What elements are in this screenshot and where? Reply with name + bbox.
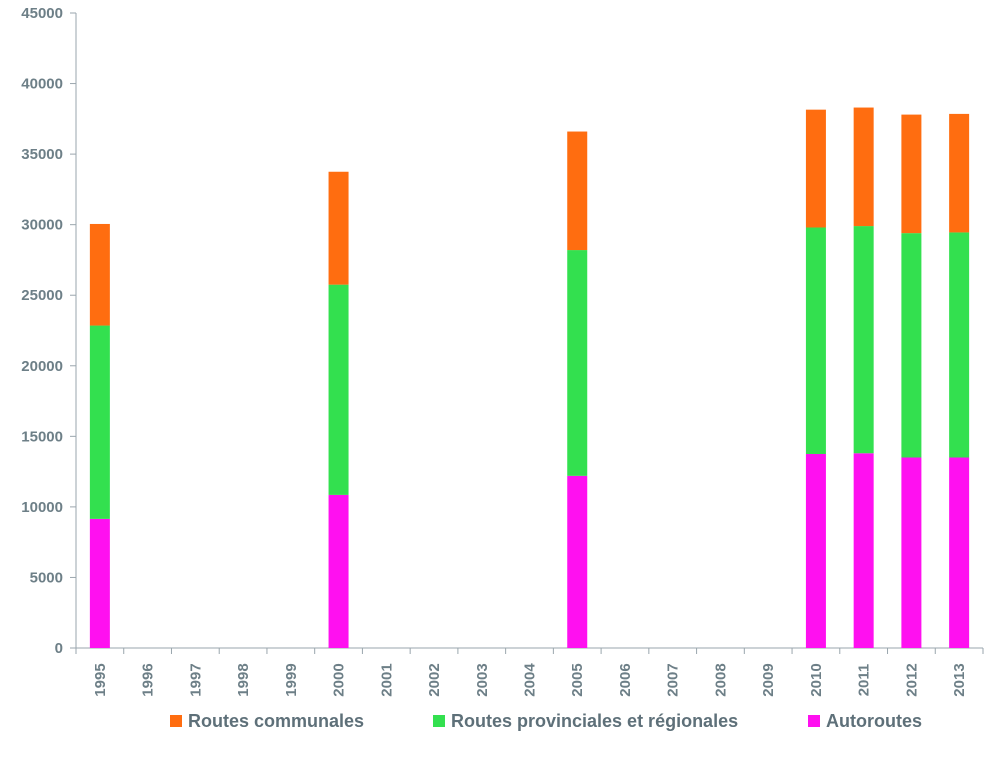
y-tick-label: 25000: [21, 287, 63, 304]
x-tick-label: 2011: [856, 664, 873, 697]
bar-segment-autoroutes-1995: [89, 518, 110, 648]
x-tick-label: 2005: [569, 663, 586, 696]
legend: Routes communales Routes provinciales et …: [170, 711, 922, 731]
x-tick-label: 2001: [378, 663, 395, 696]
y-tick-label: 30000: [21, 217, 63, 234]
legend-swatch: [808, 715, 820, 727]
x-tick-label: 2010: [808, 663, 825, 696]
x-axis: 1995 1996 1997 1998 1999 2000 2001 2002 2003 2004…: [75, 647, 984, 697]
bar-segment-routes-provinciales-et-r-gionales-2005: [567, 250, 588, 476]
bar-segment-routes-communales-2012: [901, 114, 922, 234]
x-tick-label: 2002: [426, 663, 443, 696]
x-tick-label: 2008: [712, 663, 729, 696]
bar-segment-routes-provinciales-et-r-gionales-2011: [853, 226, 874, 454]
x-tick-label: 1996: [140, 663, 157, 696]
y-tick-label: 5000: [30, 569, 63, 586]
bar-segment-autoroutes-2000: [328, 494, 349, 648]
bar-segment-routes-provinciales-et-r-gionales-1995: [89, 325, 110, 519]
bar-segment-routes-provinciales-et-r-gionales-2013: [949, 232, 970, 458]
bar-segment-routes-provinciales-et-r-gionales-2012: [901, 233, 922, 458]
bar-segment-routes-provinciales-et-r-gionales-2010: [805, 227, 826, 454]
bar-segment-routes-communales-2005: [567, 131, 588, 251]
y-tick-label: 0: [55, 640, 63, 657]
y-tick-label: 35000: [21, 146, 63, 163]
bar-segment-routes-communales-1995: [89, 223, 110, 326]
legend-swatch: [433, 715, 445, 727]
x-tick-label: 1997: [187, 663, 204, 696]
legend-swatch: [170, 715, 182, 727]
y-tick-label: 45000: [21, 5, 63, 22]
x-tick-label: 2000: [331, 663, 348, 696]
legend-label: Routes provinciales et régionales: [451, 711, 738, 731]
bar-segment-routes-communales-2013: [949, 113, 970, 233]
bar-segment-autoroutes-2010: [805, 453, 826, 648]
y-tick-label: 40000: [21, 76, 63, 93]
x-tick-label: 2004: [522, 663, 539, 697]
bar-segment-routes-provinciales-et-r-gionales-2000: [328, 284, 349, 495]
y-tick-label: 20000: [21, 358, 63, 375]
bar-segment-routes-communales-2000: [328, 171, 349, 285]
bar-segment-autoroutes-2011: [853, 453, 874, 648]
x-tick-label: 2007: [665, 663, 682, 696]
y-tick-label: 15000: [21, 428, 63, 445]
bars: [89, 107, 970, 648]
legend-label: Routes communales: [188, 711, 364, 731]
x-tick-label: 2006: [617, 663, 634, 696]
x-tick-label: 2012: [903, 663, 920, 696]
x-tick-label: 1995: [92, 663, 109, 696]
x-tick-label: 1998: [235, 663, 252, 696]
x-tick-label: 2003: [474, 663, 491, 696]
x-tick-label: 1999: [283, 663, 300, 696]
x-tick-label: 2013: [951, 663, 968, 696]
y-axis: 0 5000 10000 15000 20000 25000 30000 35000 40000…: [21, 5, 77, 657]
x-tick-label: 2009: [760, 663, 777, 696]
bar-segment-autoroutes-2005: [567, 475, 588, 648]
y-tick-label: 10000: [21, 499, 63, 516]
legend-label: Autoroutes: [826, 711, 922, 731]
bar-segment-routes-communales-2011: [853, 107, 874, 227]
bar-segment-routes-communales-2010: [805, 109, 826, 228]
bar-segment-autoroutes-2013: [949, 457, 970, 648]
bar-segment-autoroutes-2012: [901, 457, 922, 648]
